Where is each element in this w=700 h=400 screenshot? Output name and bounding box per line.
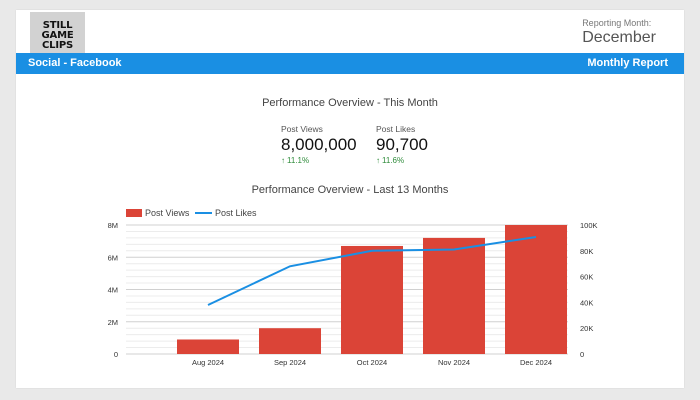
logo-line-3: CLIPS: [42, 40, 73, 51]
bar-post-views: [423, 237, 485, 354]
y-right-tick-label: 20K: [580, 324, 593, 333]
x-tick-label: Nov 2024: [438, 358, 470, 367]
y-left-tick-label: 4M: [108, 286, 118, 295]
y-right-tick-label: 40K: [580, 298, 593, 307]
y-left-tick-label: 2M: [108, 318, 118, 327]
arrow-up-icon: ↑: [281, 156, 285, 165]
kpi-label: Post Views: [281, 124, 323, 134]
chart-title: Performance Overview - Last 13 Months: [251, 184, 449, 196]
legend-label-post-likes: Post Likes: [215, 208, 257, 218]
kpi-change-value: 11.1%: [287, 156, 310, 165]
report-banner: Social - Facebook Monthly Report: [16, 53, 684, 74]
kpi-change: ↑ 11.1%: [281, 156, 357, 165]
kpi-post-likes: Post Likes 90,700 ↑ 11.6%: [376, 124, 428, 165]
reporting-month-value[interactable]: December: [582, 29, 656, 46]
reporting-month-label: Reporting Month:: [582, 18, 652, 28]
bar-post-views: [177, 339, 239, 354]
bar-post-views: [259, 328, 321, 354]
kpi-change: ↑ 11.6%: [376, 156, 428, 165]
kpi-value: 90,700: [376, 135, 428, 154]
arrow-up-icon: ↑: [376, 156, 380, 165]
y-right-tick-label: 100K: [580, 221, 598, 230]
x-tick-label: Aug 2024: [192, 358, 224, 367]
x-tick-label: Sep 2024: [274, 358, 306, 367]
kpi-post-views: Post Views 8,000,000 ↑ 11.1%: [281, 124, 357, 165]
logo-line-2: GAME: [41, 30, 74, 41]
x-tick-label: Oct 2024: [357, 358, 387, 367]
y-right-tick-label: 60K: [580, 273, 593, 282]
y-right-tick-label: 0: [580, 350, 584, 359]
y-left-tick-label: 6M: [108, 253, 118, 262]
logo: STILL GAME CLIPS: [30, 12, 85, 60]
kpi-label: Post Likes: [376, 124, 416, 134]
bar-post-views: [341, 245, 403, 354]
reporting-month-block: Reporting Month: December: [582, 18, 656, 47]
performance-chart: 0 2M 4M 6M 8M 0 20K 40K 60K 80K 100K Aug 2024 Sep 20…: [108, 208, 598, 367]
y-right-tick-label: 80K: [580, 247, 593, 256]
kpi-change-value: 11.6%: [382, 156, 405, 165]
logo-text: STILL GAME CLIPS: [42, 21, 74, 51]
overview-title: Performance Overview - This Month: [262, 97, 438, 109]
legend-swatch-post-views: [126, 209, 142, 217]
banner-report-type: Monthly Report: [587, 57, 668, 69]
banner-channel: Social - Facebook: [28, 57, 122, 69]
legend-label-post-views: Post Views: [145, 208, 190, 218]
x-tick-label: Dec 2024: [520, 358, 552, 367]
line-post-likes: [207, 236, 537, 306]
report-page: STILL GAME CLIPS Reporting Month: Decemb…: [16, 10, 684, 388]
y-left-tick-label: 0: [114, 350, 118, 359]
bar-post-views: [505, 225, 567, 354]
logo-line-1: STILL: [42, 20, 73, 31]
y-left-tick-label: 8M: [108, 221, 118, 230]
kpi-value: 8,000,000: [281, 135, 357, 154]
